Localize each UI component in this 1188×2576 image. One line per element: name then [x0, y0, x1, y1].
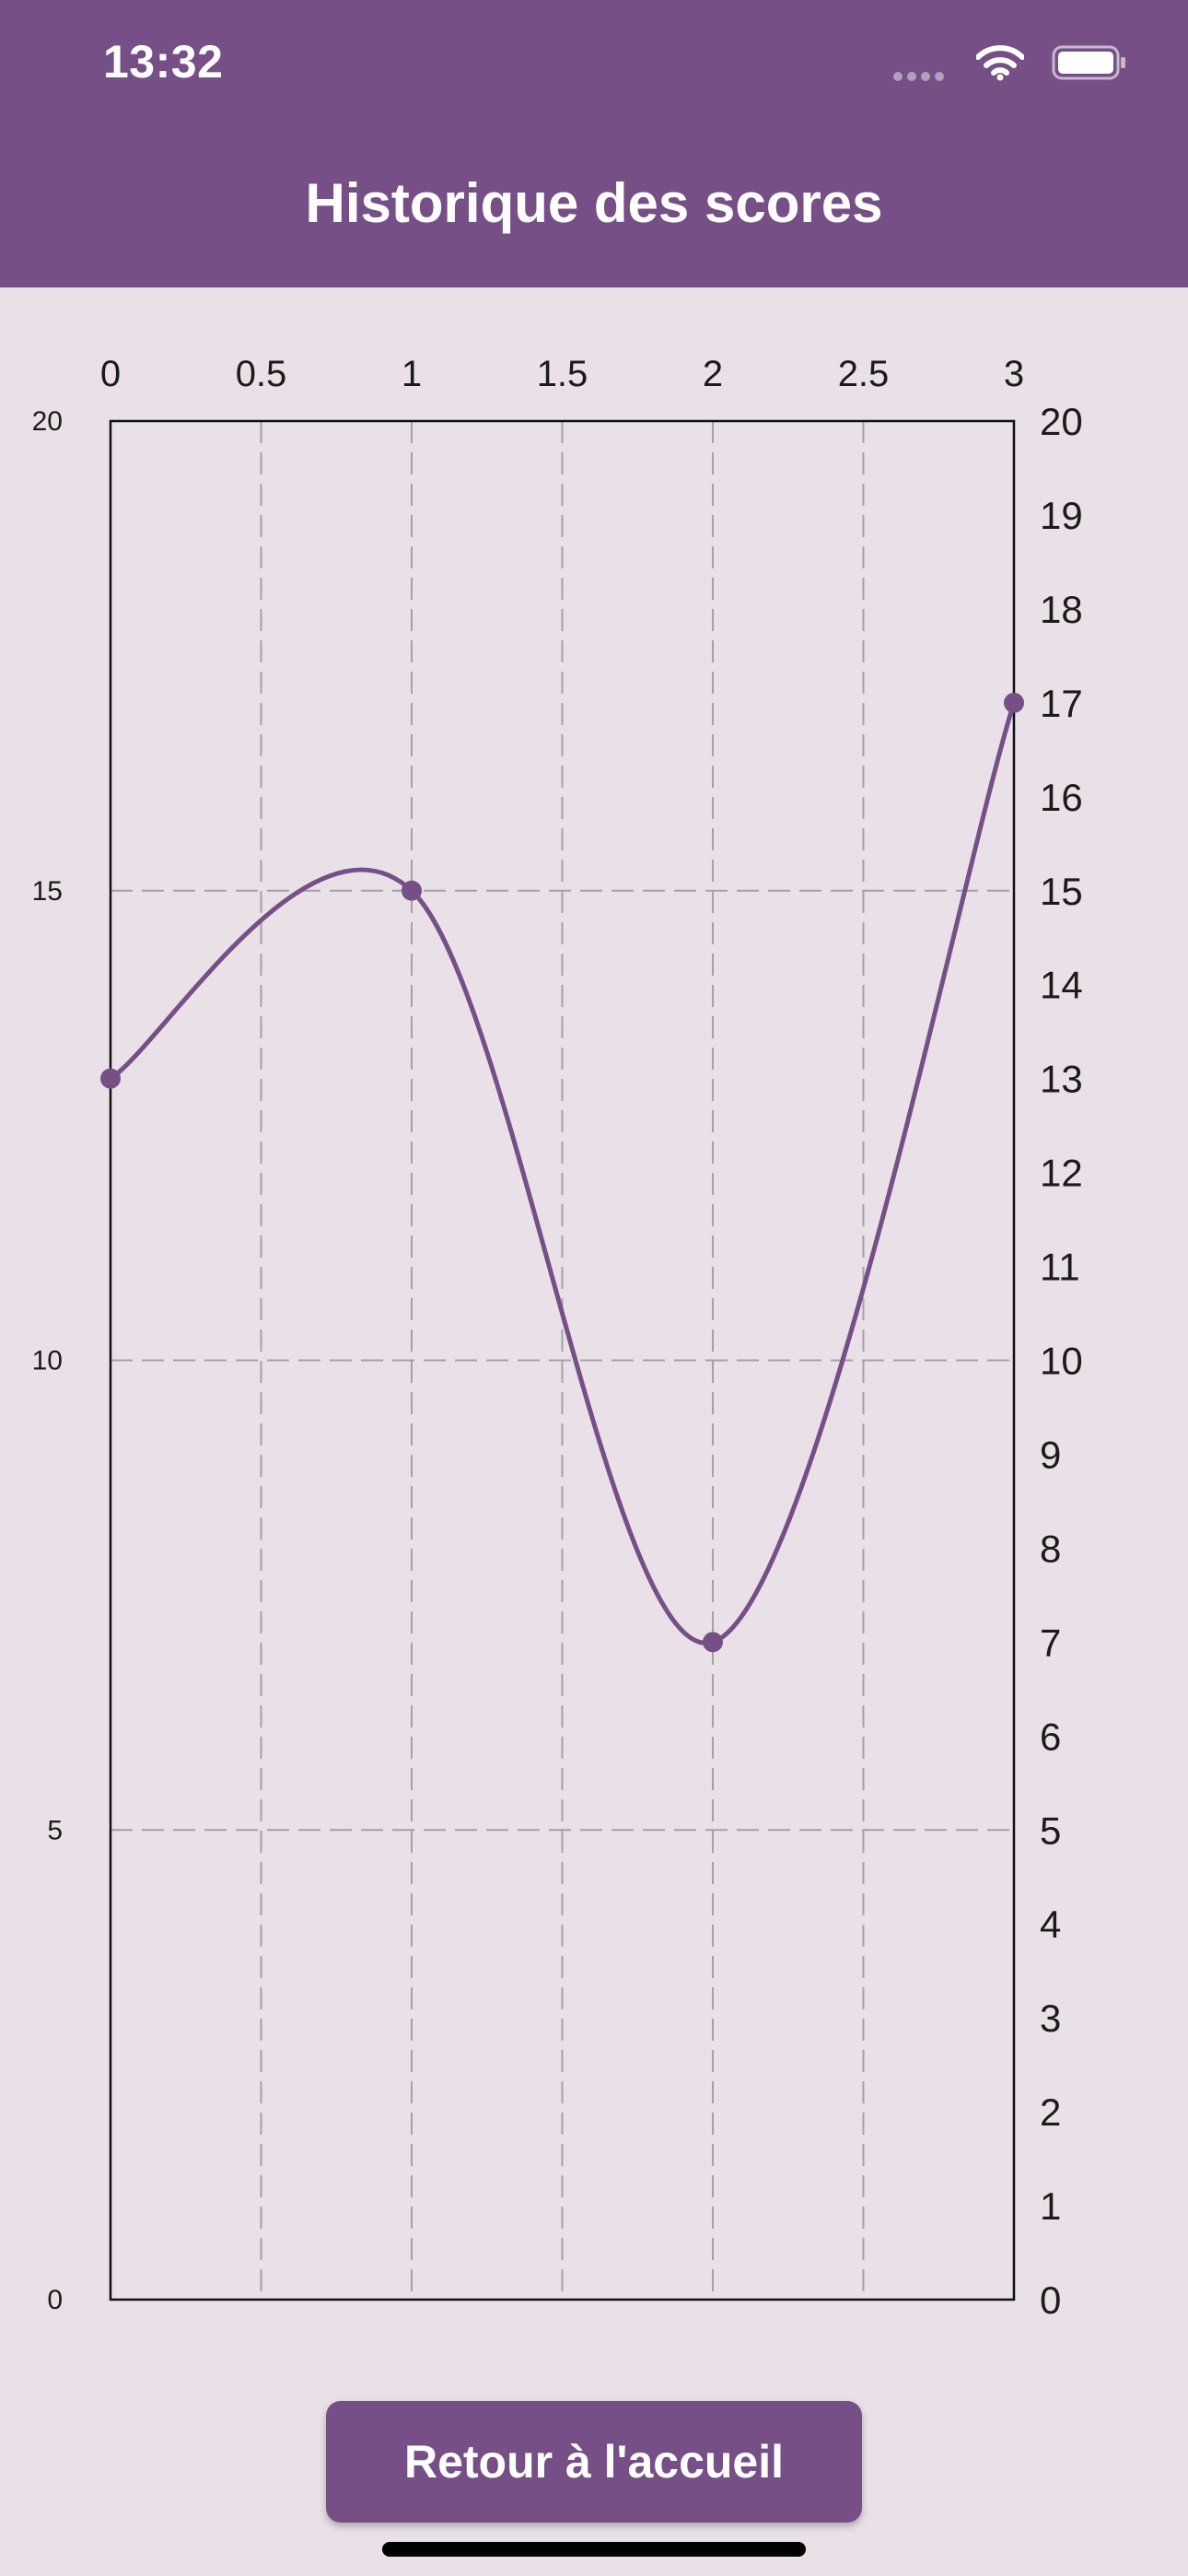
y-left-tick-label: 20 — [32, 406, 63, 437]
back-home-button[interactable]: Retour à l'accueil — [326, 2401, 862, 2523]
home-indicator — [382, 2542, 806, 2557]
x-tick-label: 2.5 — [838, 354, 890, 394]
y-right-tick-label: 4 — [1040, 1903, 1061, 1946]
app-header: 13:32 Historique des scores — [0, 0, 1188, 287]
y-right-tick-label: 10 — [1040, 1340, 1083, 1383]
y-right-tick-label: 19 — [1040, 494, 1083, 537]
y-left-tick-label: 0 — [47, 2285, 63, 2315]
y-right-tick-label: 14 — [1040, 964, 1083, 1007]
chart-svg: 0 0.5 1 1.5 2 2.5 3051015200123456789101112131… — [32, 354, 1083, 2322]
y-left-tick-label: 5 — [47, 1815, 63, 1845]
y-right-tick-label: 9 — [1040, 1433, 1061, 1476]
y-right-tick-label: 5 — [1040, 1809, 1061, 1852]
x-tick-label: 0 — [100, 354, 121, 394]
x-tick-label: 1 — [402, 354, 422, 394]
y-right-tick-label: 1 — [1040, 2184, 1061, 2228]
y-right-tick-label: 17 — [1040, 682, 1083, 725]
x-tick-label: 3 — [1004, 354, 1024, 394]
y-right-tick-label: 11 — [1040, 1246, 1080, 1289]
y-right-tick-label: 16 — [1040, 776, 1083, 819]
data-point — [402, 880, 422, 901]
cellular-dots-icon — [893, 72, 944, 81]
x-tick-label: 2 — [703, 354, 723, 394]
data-point — [703, 1632, 723, 1653]
x-tick-label: 1.5 — [537, 354, 588, 394]
data-point — [100, 1068, 121, 1089]
y-right-tick-label: 0 — [1040, 2278, 1061, 2322]
y-right-tick-label: 12 — [1040, 1152, 1083, 1195]
x-tick-label: 0.5 — [236, 354, 287, 394]
y-right-tick-label: 6 — [1040, 1715, 1061, 1758]
wifi-icon — [976, 45, 1024, 81]
y-right-tick-label: 13 — [1040, 1058, 1083, 1101]
y-left-tick-label: 15 — [32, 876, 63, 907]
y-right-tick-label: 20 — [1040, 400, 1083, 443]
status-time: 13:32 — [103, 36, 224, 88]
y-right-tick-label: 18 — [1040, 588, 1083, 631]
y-right-tick-label: 15 — [1040, 870, 1083, 913]
battery-icon — [1052, 45, 1125, 80]
y-right-tick-label: 2 — [1040, 2090, 1061, 2134]
y-right-tick-label: 3 — [1040, 1996, 1061, 2040]
y-right-tick-label: 7 — [1040, 1621, 1061, 1664]
y-left-tick-label: 10 — [32, 1346, 63, 1376]
data-point — [1004, 692, 1024, 713]
plot-border — [109, 419, 1016, 2301]
score-chart: 0 0.5 1 1.5 2 2.5 3 0 5 10 15 20 0 1 2 3 4 5 6 7 8 9 10 11 12 13 1… — [0, 287, 1188, 2351]
page-title: Historique des scores — [305, 172, 883, 234]
series-line — [109, 702, 1017, 1645]
y-right-tick-label: 8 — [1040, 1527, 1061, 1570]
